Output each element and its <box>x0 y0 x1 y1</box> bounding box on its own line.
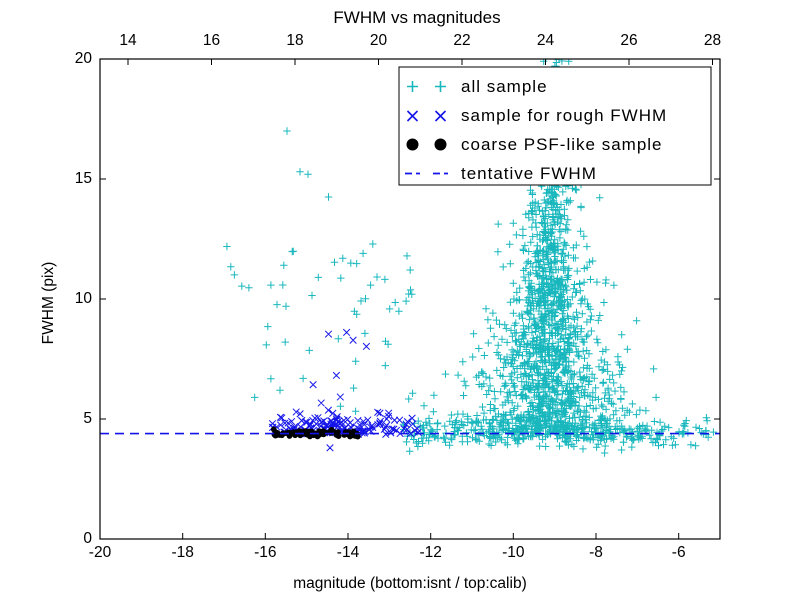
svg-text:-8: -8 <box>589 544 603 561</box>
svg-text:-18: -18 <box>171 544 193 561</box>
svg-text:-14: -14 <box>337 544 360 561</box>
svg-text:22: 22 <box>453 32 470 49</box>
svg-text:sample for rough FWHM: sample for rough FWHM <box>461 106 667 125</box>
svg-text:0: 0 <box>83 530 92 547</box>
svg-text:-10: -10 <box>502 544 525 561</box>
svg-text:all sample: all sample <box>461 77 548 96</box>
svg-text:10: 10 <box>75 290 93 307</box>
svg-text:coarse PSF-like sample: coarse PSF-like sample <box>461 135 663 154</box>
svg-text:magnitude (bottom:isnt / top:c: magnitude (bottom:isnt / top:calib) <box>293 575 526 592</box>
svg-text:24: 24 <box>537 32 555 49</box>
svg-text:16: 16 <box>203 32 220 49</box>
svg-text:14: 14 <box>119 32 137 49</box>
svg-text:-20: -20 <box>89 544 112 561</box>
svg-text:18: 18 <box>286 32 303 49</box>
svg-text:15: 15 <box>75 170 92 187</box>
svg-text:5: 5 <box>83 410 92 427</box>
svg-text:20: 20 <box>370 32 388 49</box>
svg-text:FWHM (pix): FWHM (pix) <box>40 262 57 345</box>
svg-text:FWHM vs magnitudes: FWHM vs magnitudes <box>333 8 500 27</box>
svg-text:-6: -6 <box>672 544 686 561</box>
svg-text:20: 20 <box>75 50 93 67</box>
svg-text:26: 26 <box>620 32 637 49</box>
svg-text:-12: -12 <box>419 544 441 561</box>
svg-text:tentative FWHM: tentative FWHM <box>461 164 597 183</box>
svg-text:-16: -16 <box>254 544 276 561</box>
svg-text:28: 28 <box>704 32 721 49</box>
